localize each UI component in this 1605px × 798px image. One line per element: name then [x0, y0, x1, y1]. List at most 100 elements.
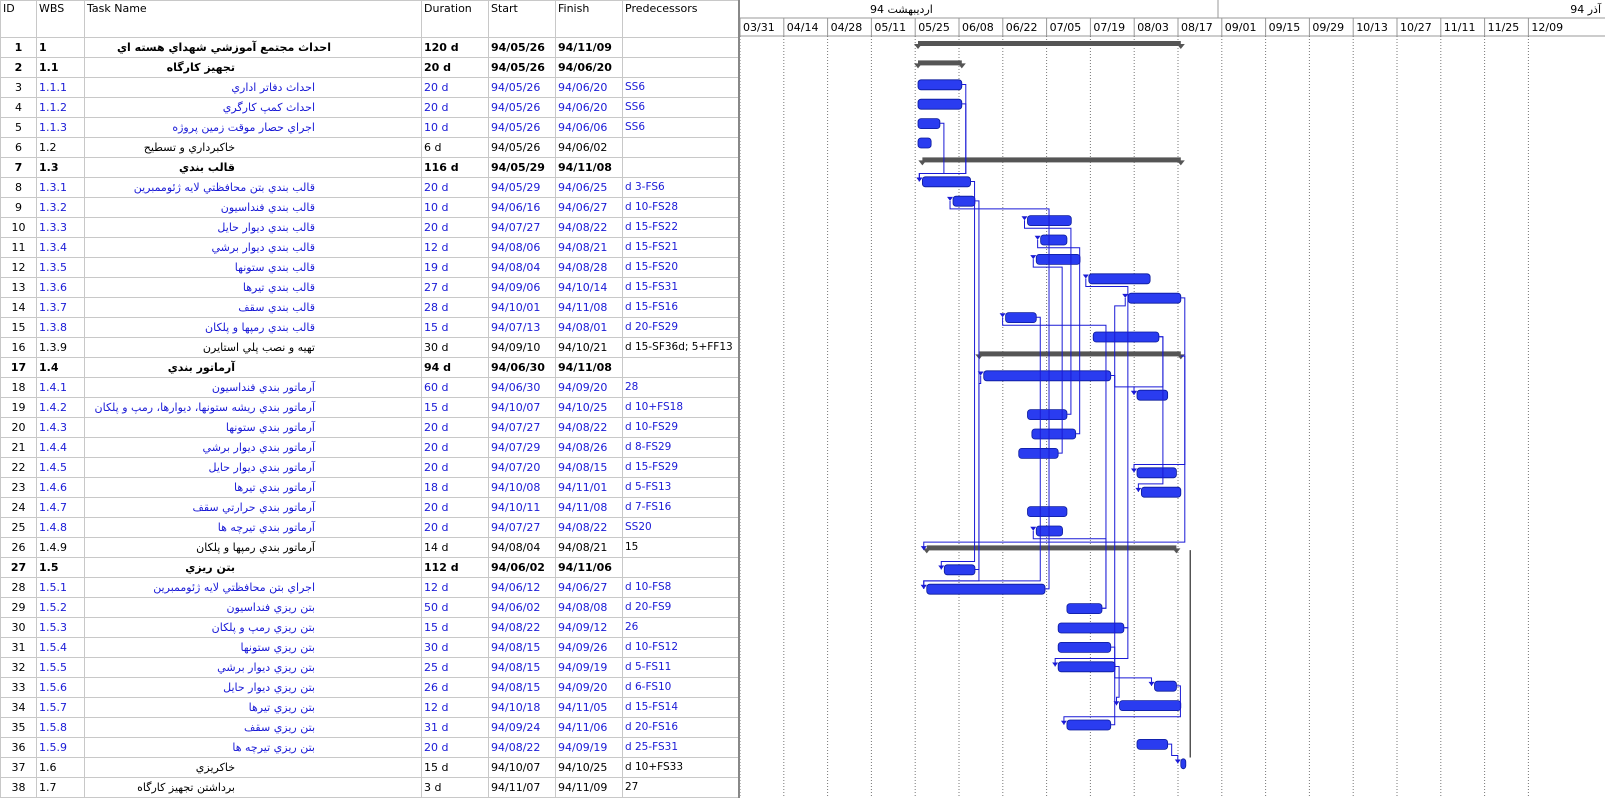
task-start-cell[interactable]: 94/07/27	[488, 417, 556, 438]
task-name-cell[interactable]: بتن ريزي ديوار برشي	[84, 657, 422, 678]
task-start-cell[interactable]: 94/07/20	[488, 457, 556, 478]
task-predecessors-cell[interactable]: d 15-SF36d; 5+FF13	[622, 337, 739, 358]
task-name-cell[interactable]: بتن ريزي ديوار حايل	[84, 677, 422, 698]
task-finish-cell[interactable]: 94/09/19	[555, 657, 623, 678]
task-duration-cell[interactable]: 14 d	[421, 537, 489, 558]
task-row[interactable]: 23 1.4.6 آرماتور بندي تيرها 18 d 94/10/08 94/…	[0, 477, 739, 498]
task-duration-cell[interactable]: 18 d	[421, 477, 489, 498]
task-name-cell[interactable]: برداشتن تجهيز كارگاه	[84, 777, 422, 798]
task-wbs-cell[interactable]: 1.4.8	[36, 517, 85, 538]
task-wbs-cell[interactable]: 1.3.7	[36, 297, 85, 318]
task-duration-cell[interactable]: 15 d	[421, 397, 489, 418]
task-id-cell[interactable]: 13	[0, 277, 37, 298]
task-start-cell[interactable]: 94/05/26	[488, 57, 556, 78]
task-row[interactable]: 29 1.5.2 بتن ريزي فنداسيون 50 d 94/06/02 94/0…	[0, 597, 739, 618]
task-row[interactable]: 37 1.6 خاكريزي 15 d 94/10/07 94/10/25 d 10+FS3…	[0, 757, 739, 778]
task-name-cell[interactable]: قالب بندي فنداسيون	[84, 197, 422, 218]
task-duration-cell[interactable]: 30 d	[421, 637, 489, 658]
task-id-cell[interactable]: 9	[0, 197, 37, 218]
task-duration-cell[interactable]: 94 d	[421, 357, 489, 378]
task-duration-cell[interactable]: 27 d	[421, 277, 489, 298]
column-header-finish[interactable]: Finish	[555, 0, 623, 38]
task-finish-cell[interactable]: 94/06/20	[555, 57, 623, 78]
task-id-cell[interactable]: 28	[0, 577, 37, 598]
task-duration-cell[interactable]: 6 d	[421, 137, 489, 158]
task-name-cell[interactable]: تهيه و نصب پلي استايرن	[84, 337, 422, 358]
task-row[interactable]: 4 1.1.2 احداث كمپ كارگري 20 d 94/05/26 94/06/…	[0, 97, 739, 118]
task-wbs-cell[interactable]: 1.3.8	[36, 317, 85, 338]
task-wbs-cell[interactable]: 1.4.3	[36, 417, 85, 438]
task-duration-cell[interactable]: 10 d	[421, 197, 489, 218]
task-id-cell[interactable]: 14	[0, 297, 37, 318]
task-start-cell[interactable]: 94/06/12	[488, 577, 556, 598]
task-predecessors-cell[interactable]	[622, 357, 739, 378]
task-name-cell[interactable]: آرماتور بندي تيرها	[84, 477, 422, 498]
task-finish-cell[interactable]: 94/11/08	[555, 497, 623, 518]
task-duration-cell[interactable]: 30 d	[421, 337, 489, 358]
task-predecessors-cell[interactable]: d 20-FS16	[622, 717, 739, 738]
task-row[interactable]: 26 1.4.9 آرماتور بندي رمپها و پلكان 14 d 94/…	[0, 537, 739, 558]
task-finish-cell[interactable]: 94/11/06	[555, 717, 623, 738]
task-duration-cell[interactable]: 12 d	[421, 577, 489, 598]
task-predecessors-cell[interactable]: d 15-FS14	[622, 697, 739, 718]
task-finish-cell[interactable]: 94/08/26	[555, 437, 623, 458]
task-id-cell[interactable]: 30	[0, 617, 37, 638]
task-wbs-cell[interactable]: 1.1	[36, 57, 85, 78]
task-name-cell[interactable]: قالب بندي	[84, 157, 422, 178]
task-id-cell[interactable]: 11	[0, 237, 37, 258]
task-start-cell[interactable]: 94/07/27	[488, 217, 556, 238]
task-name-cell[interactable]: بتن ريزي رمپ و پلكان	[84, 617, 422, 638]
task-wbs-cell[interactable]: 1.5.9	[36, 737, 85, 758]
task-predecessors-cell[interactable]: d 10-FS8	[622, 577, 739, 598]
task-id-cell[interactable]: 26	[0, 537, 37, 558]
task-name-cell[interactable]: آرماتور بندي	[84, 357, 422, 378]
task-id-cell[interactable]: 34	[0, 697, 37, 718]
task-row[interactable]: 5 1.1.3 اجراي حصار موقت زمين پروژه 10 d 94/0…	[0, 117, 739, 138]
task-wbs-cell[interactable]: 1.5.3	[36, 617, 85, 638]
task-row[interactable]: 18 1.4.1 آرماتور بندي فنداسيون 60 d 94/06/30…	[0, 377, 739, 398]
task-start-cell[interactable]: 94/05/29	[488, 157, 556, 178]
task-finish-cell[interactable]: 94/11/08	[555, 357, 623, 378]
task-id-cell[interactable]: 33	[0, 677, 37, 698]
task-duration-cell[interactable]: 20 d	[421, 737, 489, 758]
task-finish-cell[interactable]: 94/10/14	[555, 277, 623, 298]
task-row[interactable]: 10 1.3.3 قالب بندي ديوار حايل 20 d 94/07/27 9…	[0, 217, 739, 238]
task-row[interactable]: 38 1.7 برداشتن تجهيز كارگاه 3 d 94/11/07 94/1…	[0, 777, 739, 798]
task-wbs-cell[interactable]: 1.3.5	[36, 257, 85, 278]
task-predecessors-cell[interactable]: d 20-FS29	[622, 317, 739, 338]
task-wbs-cell[interactable]: 1.6	[36, 757, 85, 778]
task-name-cell[interactable]: احداث مجتمع آموزشي شهداي هسته اي	[84, 37, 422, 58]
task-name-cell[interactable]: بتن ريزي تيرچه ها	[84, 737, 422, 758]
task-wbs-cell[interactable]: 1.7	[36, 777, 85, 798]
task-name-cell[interactable]: آرماتور بندي فنداسيون	[84, 377, 422, 398]
task-duration-cell[interactable]: 20 d	[421, 497, 489, 518]
task-name-cell[interactable]: قالب بندي تيرها	[84, 277, 422, 298]
task-name-cell[interactable]: آرماتور بندي ديوار برشي	[84, 437, 422, 458]
task-wbs-cell[interactable]: 1.4.2	[36, 397, 85, 418]
task-row[interactable]: 34 1.5.7 بتن ريزي تيرها 12 d 94/10/18 94/11/0…	[0, 697, 739, 718]
task-finish-cell[interactable]: 94/11/09	[555, 37, 623, 58]
task-id-cell[interactable]: 7	[0, 157, 37, 178]
task-predecessors-cell[interactable]: SS20	[622, 517, 739, 538]
task-start-cell[interactable]: 94/09/24	[488, 717, 556, 738]
task-wbs-cell[interactable]: 1.3.1	[36, 177, 85, 198]
task-id-cell[interactable]: 10	[0, 217, 37, 238]
task-start-cell[interactable]: 94/09/10	[488, 337, 556, 358]
task-row[interactable]: 13 1.3.6 قالب بندي تيرها 27 d 94/09/06 94/10/…	[0, 277, 739, 298]
task-start-cell[interactable]: 94/07/27	[488, 517, 556, 538]
task-duration-cell[interactable]: 20 d	[421, 437, 489, 458]
task-duration-cell[interactable]: 12 d	[421, 697, 489, 718]
task-duration-cell[interactable]: 12 d	[421, 237, 489, 258]
task-predecessors-cell[interactable]: d 10-FS28	[622, 197, 739, 218]
task-id-cell[interactable]: 31	[0, 637, 37, 658]
task-wbs-cell[interactable]: 1.4.4	[36, 437, 85, 458]
task-id-cell[interactable]: 25	[0, 517, 37, 538]
task-start-cell[interactable]: 94/08/04	[488, 257, 556, 278]
task-row[interactable]: 16 1.3.9 تهيه و نصب پلي استايرن 30 d 94/09/1…	[0, 337, 739, 358]
task-row[interactable]: 36 1.5.9 بتن ريزي تيرچه ها 20 d 94/08/22 94/0…	[0, 737, 739, 758]
task-predecessors-cell[interactable]: 27	[622, 777, 739, 798]
task-id-cell[interactable]: 2	[0, 57, 37, 78]
task-start-cell[interactable]: 94/10/07	[488, 757, 556, 778]
task-finish-cell[interactable]: 94/06/25	[555, 177, 623, 198]
task-row[interactable]: 15 1.3.8 قالب بندي رمپها و پلكان 15 d 94/07/…	[0, 317, 739, 338]
